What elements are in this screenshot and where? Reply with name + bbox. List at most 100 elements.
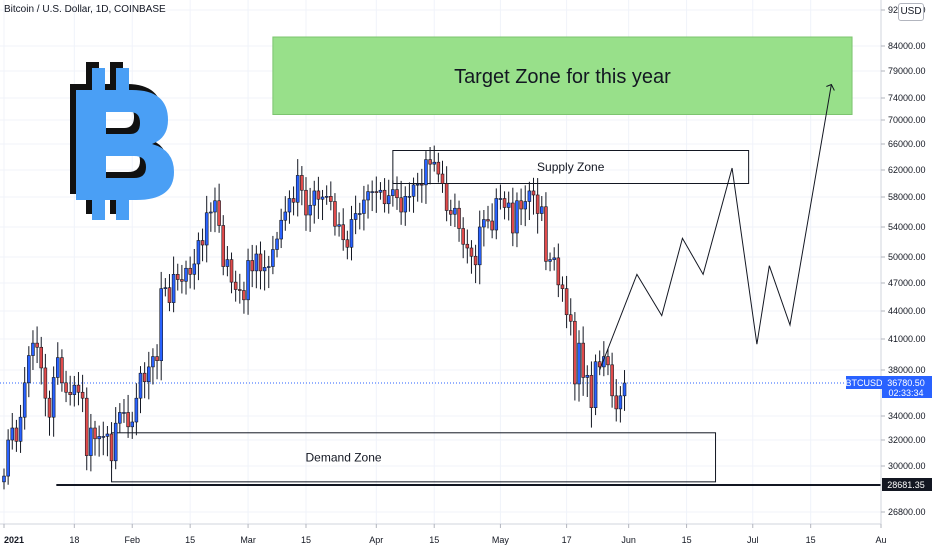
- candle: [585, 365, 590, 397]
- candle-body: [490, 220, 494, 231]
- candle: [391, 180, 395, 207]
- candle-body: [304, 189, 308, 216]
- candle: [47, 390, 52, 436]
- projection-path[interactable]: [599, 84, 832, 371]
- candle: [420, 168, 424, 203]
- candle: [76, 372, 81, 406]
- candle-body: [465, 243, 470, 249]
- candle: [498, 184, 503, 210]
- candle: [316, 176, 321, 219]
- candle: [238, 273, 242, 304]
- candle: [519, 188, 523, 226]
- target-zone[interactable]: [272, 36, 853, 115]
- candle-body: [76, 384, 81, 393]
- candle: [126, 394, 130, 438]
- candle-body: [180, 279, 184, 282]
- candle: [403, 186, 408, 226]
- last-price-value: 36780.50: [887, 378, 925, 388]
- candle: [556, 243, 561, 298]
- candle-body: [283, 211, 288, 221]
- candle-body: [432, 161, 436, 165]
- candle-body: [200, 240, 205, 246]
- candle-body: [60, 357, 64, 384]
- price-tick-label: 79000.00: [888, 66, 926, 76]
- candle-body: [411, 184, 416, 197]
- candle: [283, 196, 288, 231]
- candle-body: [382, 189, 387, 205]
- candle-body: [84, 397, 89, 456]
- candle-body: [109, 433, 114, 462]
- price-tick-label: 32000.00: [888, 435, 926, 445]
- candle: [548, 252, 552, 272]
- price-tick-label: 54000.00: [888, 222, 926, 232]
- candle-body: [494, 198, 499, 231]
- candle-body: [130, 421, 135, 428]
- target-zone-label: Target Zone for this year: [454, 66, 671, 88]
- time-axis[interactable]: 2021 18 Feb 15 Mar 15 Apr 15 May 17 Jun 15 Jul 15 Au: [3, 524, 887, 545]
- candle-body: [457, 207, 461, 229]
- candle: [72, 375, 77, 407]
- candle: [411, 177, 416, 213]
- candle-body: [444, 183, 449, 211]
- price-tick-label: 58000.00: [888, 192, 926, 202]
- candle-body: [295, 175, 300, 203]
- candle-body: [217, 200, 221, 226]
- candle-body: [105, 433, 110, 437]
- candle: [6, 429, 10, 485]
- price-tick-label: 84000.00: [888, 41, 926, 51]
- candle: [378, 182, 383, 200]
- price-tick-label: 30000.00: [888, 461, 926, 471]
- candle-body: [167, 287, 172, 303]
- candle: [614, 379, 619, 422]
- candle-body: [357, 213, 362, 215]
- candle: [97, 425, 101, 457]
- candle-body: [614, 395, 619, 410]
- candle: [395, 176, 399, 210]
- candle-body: [163, 287, 168, 289]
- candle-body: [196, 240, 201, 265]
- candle-body: [540, 206, 544, 214]
- candle-body: [440, 173, 445, 184]
- candle: [564, 275, 569, 329]
- candle: [262, 250, 267, 291]
- candle: [300, 166, 304, 206]
- candle-body: [159, 288, 163, 362]
- candle: [465, 229, 470, 264]
- candle: [287, 190, 292, 224]
- time-tick-label: 15: [185, 535, 195, 545]
- currency-button[interactable]: USD: [898, 3, 924, 21]
- candle: [254, 245, 259, 289]
- candle-body: [577, 342, 581, 385]
- candle: [573, 312, 577, 401]
- candle: [399, 180, 403, 225]
- price-tick-label: 62000.00: [888, 165, 926, 175]
- candle-body: [142, 372, 147, 383]
- candle-body: [502, 198, 507, 208]
- candle-body: [312, 190, 317, 206]
- price-tick-label: 47000.00: [888, 278, 926, 288]
- candle-body: [589, 375, 594, 408]
- supply-zone[interactable]: [392, 150, 750, 184]
- time-tick-label: Mar: [240, 535, 256, 545]
- candle-body: [391, 189, 395, 196]
- candle: [506, 191, 511, 221]
- candle-body: [2, 475, 6, 483]
- candle-body: [349, 219, 354, 248]
- candle-body: [68, 391, 72, 395]
- price-tick-label: 74000.00: [888, 93, 926, 103]
- candle: [184, 260, 188, 295]
- price-axis[interactable]: 92000.0084000.0079000.0074000.0070000.00…: [881, 5, 926, 517]
- last-price-badge: [882, 376, 932, 398]
- candle-body: [552, 257, 556, 260]
- candle: [192, 248, 197, 290]
- level-price-value: 28681.35: [887, 480, 925, 490]
- candle: [180, 264, 184, 294]
- candle-body: [204, 212, 209, 246]
- candle-countdown: 02:33:34: [888, 388, 923, 398]
- price-tag: BTCUSD 36780.50 02:33:34 28681.35: [845, 376, 932, 491]
- candle-body: [428, 159, 432, 165]
- candle-body: [498, 198, 503, 200]
- candle: [105, 426, 110, 457]
- candle-body: [147, 366, 151, 383]
